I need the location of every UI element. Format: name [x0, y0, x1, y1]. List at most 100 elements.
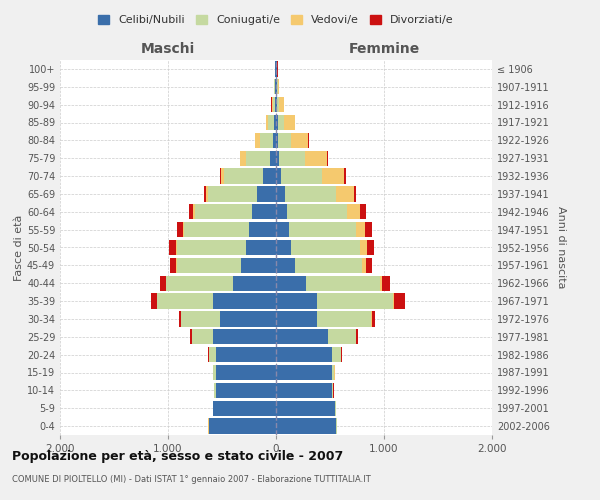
Bar — [214, 365, 276, 380]
Bar — [176, 222, 276, 237]
Bar — [276, 168, 281, 184]
Bar — [276, 204, 360, 220]
Bar — [276, 258, 295, 273]
Bar — [266, 115, 276, 130]
Bar — [276, 186, 354, 202]
Bar — [276, 222, 365, 237]
Bar — [276, 365, 334, 380]
Bar — [184, 222, 276, 237]
Bar — [249, 222, 276, 237]
Bar — [169, 240, 276, 255]
Bar — [276, 383, 333, 398]
Bar — [276, 294, 394, 308]
Bar — [274, 79, 276, 94]
Bar — [276, 222, 372, 237]
Bar — [276, 115, 284, 130]
Bar — [275, 62, 276, 76]
Bar — [276, 97, 284, 112]
Bar — [276, 97, 277, 112]
Bar — [166, 276, 276, 291]
Bar — [263, 168, 276, 184]
Bar — [220, 168, 276, 184]
Bar — [276, 204, 365, 220]
Bar — [276, 240, 367, 255]
Bar — [273, 133, 276, 148]
Bar — [213, 365, 276, 380]
Bar — [276, 115, 295, 130]
Bar — [276, 186, 284, 202]
Bar — [189, 204, 276, 220]
Bar — [274, 115, 276, 130]
Bar — [212, 400, 276, 416]
Bar — [276, 168, 344, 184]
Bar — [276, 258, 362, 273]
Bar — [260, 133, 276, 148]
Text: Popolazione per età, sesso e stato civile - 2007: Popolazione per età, sesso e stato civil… — [12, 450, 343, 463]
Bar — [276, 168, 322, 184]
Bar — [179, 312, 276, 326]
Legend: Celibi/Nubili, Coniugati/e, Vedovi/e, Divorziati/e: Celibi/Nubili, Coniugati/e, Vedovi/e, Di… — [94, 10, 458, 30]
Bar — [276, 204, 287, 220]
Bar — [214, 400, 276, 416]
Bar — [274, 79, 276, 94]
Bar — [274, 79, 276, 94]
Bar — [276, 133, 309, 148]
Bar — [276, 62, 278, 76]
Bar — [195, 204, 276, 220]
Bar — [206, 186, 276, 202]
Bar — [276, 204, 347, 220]
Bar — [214, 383, 276, 398]
Bar — [276, 418, 337, 434]
Bar — [276, 383, 334, 398]
Bar — [276, 168, 346, 184]
Bar — [190, 329, 276, 344]
Bar — [272, 97, 276, 112]
Bar — [240, 150, 276, 166]
Bar — [208, 186, 276, 202]
Text: Maschi: Maschi — [141, 42, 195, 56]
Bar — [214, 383, 276, 398]
Text: Femmine: Femmine — [349, 42, 419, 56]
Bar — [276, 240, 374, 255]
Bar — [224, 168, 276, 184]
Bar — [276, 115, 295, 130]
Bar — [213, 365, 276, 380]
Bar — [276, 186, 356, 202]
Bar — [276, 115, 278, 130]
Bar — [276, 347, 342, 362]
Bar — [209, 418, 276, 434]
Bar — [256, 133, 276, 148]
Bar — [213, 400, 276, 416]
Bar — [276, 150, 279, 166]
Bar — [252, 204, 276, 220]
Bar — [220, 312, 276, 326]
Bar — [276, 329, 358, 344]
Bar — [255, 133, 276, 148]
Bar — [276, 133, 308, 148]
Bar — [276, 222, 289, 237]
Bar — [273, 97, 276, 112]
Bar — [246, 240, 276, 255]
Bar — [276, 150, 305, 166]
Bar — [276, 312, 371, 326]
Bar — [276, 150, 328, 166]
Bar — [276, 418, 337, 434]
Bar — [276, 276, 306, 291]
Bar — [276, 418, 337, 434]
Bar — [181, 312, 276, 326]
Bar — [176, 240, 276, 255]
Bar — [209, 347, 276, 362]
Bar — [214, 383, 276, 398]
Y-axis label: Anni di nascita: Anni di nascita — [556, 206, 566, 289]
Bar — [276, 62, 277, 76]
Bar — [209, 347, 276, 362]
Bar — [215, 347, 276, 362]
Text: COMUNE DI PIOLTELLO (MI) - Dati ISTAT 1° gennaio 2007 - Elaborazione TUTTITALIA.: COMUNE DI PIOLTELLO (MI) - Dati ISTAT 1°… — [12, 475, 371, 484]
Bar — [276, 383, 332, 398]
Y-axis label: Fasce di età: Fasce di età — [14, 214, 24, 280]
Bar — [276, 294, 404, 308]
Bar — [276, 62, 277, 76]
Bar — [275, 62, 276, 76]
Bar — [166, 276, 276, 291]
Bar — [276, 365, 332, 380]
